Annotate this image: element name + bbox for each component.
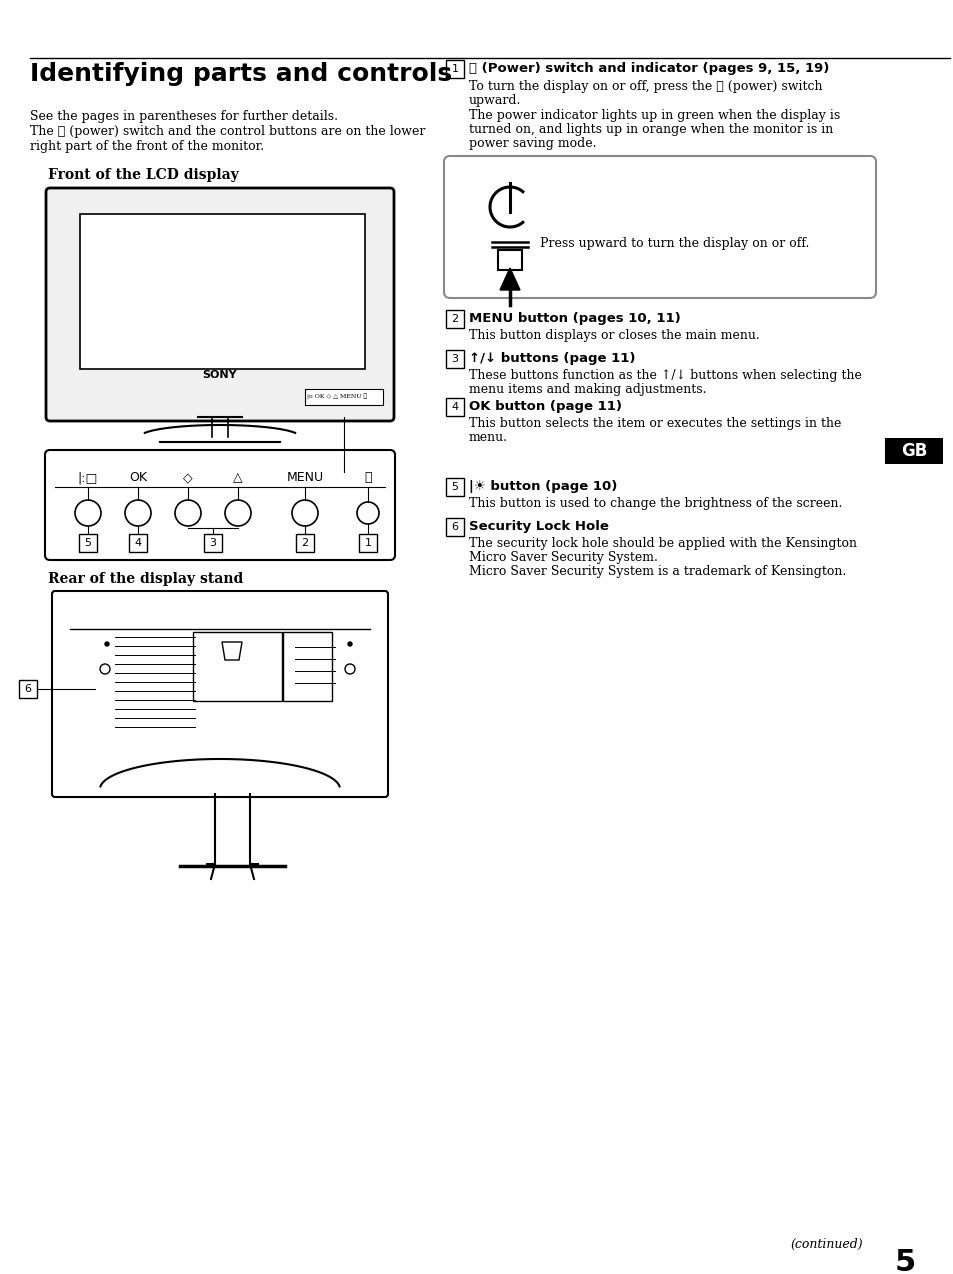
Bar (19, 680, 37, 698)
Bar (295, 534, 314, 552)
Text: turned on, and lights up in orange when the monitor is in: turned on, and lights up in orange when … (469, 124, 832, 136)
Text: ↑/↓ buttons (page 11): ↑/↓ buttons (page 11) (469, 352, 635, 364)
Bar (446, 478, 463, 496)
Bar (358, 534, 376, 552)
Text: 5: 5 (893, 1249, 915, 1274)
Text: 5: 5 (451, 482, 458, 492)
Text: 1: 1 (451, 64, 458, 74)
Circle shape (225, 499, 251, 526)
Text: Press upward to turn the display on or off.: Press upward to turn the display on or o… (539, 237, 808, 250)
Text: (continued): (continued) (789, 1238, 862, 1251)
Text: 1: 1 (364, 538, 371, 548)
Text: ◇: ◇ (183, 471, 193, 484)
Text: 3: 3 (451, 354, 458, 364)
FancyBboxPatch shape (283, 632, 332, 701)
Text: OK button (page 11): OK button (page 11) (469, 400, 621, 413)
Text: Security Lock Hole: Security Lock Hole (469, 520, 608, 533)
Bar (305, 389, 382, 405)
Text: Front of the LCD display: Front of the LCD display (48, 168, 238, 182)
Circle shape (174, 499, 201, 526)
Text: MENU button (pages 10, 11): MENU button (pages 10, 11) (469, 312, 680, 325)
Circle shape (345, 664, 355, 674)
Text: menu.: menu. (469, 431, 507, 445)
Text: 6: 6 (451, 522, 458, 533)
Bar (204, 534, 222, 552)
Bar (446, 397, 463, 417)
Text: 4: 4 (134, 538, 141, 548)
Text: Micro Saver Security System is a trademark of Kensington.: Micro Saver Security System is a tradema… (469, 564, 845, 578)
Bar (80, 214, 365, 369)
Text: The ⏻ (power) switch and the control buttons are on the lower: The ⏻ (power) switch and the control but… (30, 125, 425, 138)
Text: This button selects the item or executes the settings in the: This button selects the item or executes… (469, 417, 841, 431)
Text: See the pages in parentheses for further details.: See the pages in parentheses for further… (30, 110, 337, 124)
Text: Rear of the display stand: Rear of the display stand (48, 572, 243, 586)
Text: |o OK ◇ △ MENU ⏻: |o OK ◇ △ MENU ⏻ (307, 394, 367, 400)
Text: To turn the display on or off, press the ⏻ (power) switch: To turn the display on or off, press the… (469, 80, 821, 93)
Text: |:□: |:□ (78, 471, 98, 484)
Text: 6: 6 (25, 684, 31, 694)
Text: The power indicator lights up in green when the display is: The power indicator lights up in green w… (469, 110, 840, 122)
Text: 4: 4 (451, 403, 458, 412)
Text: power saving mode.: power saving mode. (469, 138, 596, 150)
Text: The security lock hole should be applied with the Kensington: The security lock hole should be applied… (469, 538, 856, 550)
Polygon shape (222, 642, 242, 660)
Bar (446, 519, 463, 536)
Circle shape (125, 499, 151, 526)
Bar (129, 534, 147, 552)
Text: OK: OK (129, 471, 147, 484)
Text: △: △ (233, 471, 243, 484)
Text: 2: 2 (301, 538, 308, 548)
Text: ⏻: ⏻ (364, 471, 372, 484)
Text: 2: 2 (451, 313, 458, 324)
Circle shape (356, 502, 378, 524)
FancyBboxPatch shape (46, 189, 394, 420)
Circle shape (75, 499, 101, 526)
Circle shape (348, 642, 352, 646)
Text: These buttons function as the ↑/↓ buttons when selecting the: These buttons function as the ↑/↓ button… (469, 369, 861, 382)
Text: 5: 5 (85, 538, 91, 548)
FancyBboxPatch shape (45, 450, 395, 561)
Text: 3: 3 (210, 538, 216, 548)
Text: MENU: MENU (286, 471, 323, 484)
Text: Identifying parts and controls: Identifying parts and controls (30, 62, 452, 87)
Text: upward.: upward. (469, 94, 521, 107)
Text: SONY: SONY (202, 369, 237, 380)
Circle shape (105, 642, 109, 646)
FancyBboxPatch shape (443, 155, 875, 298)
Bar (446, 310, 463, 327)
FancyBboxPatch shape (52, 591, 388, 798)
Bar (884, 438, 942, 464)
Bar (79, 534, 97, 552)
Bar (497, 250, 521, 270)
Text: Micro Saver Security System.: Micro Saver Security System. (469, 550, 658, 564)
Text: ⏻ (Power) switch and indicator (pages 9, 15, 19): ⏻ (Power) switch and indicator (pages 9,… (469, 62, 828, 75)
Bar (446, 350, 463, 368)
FancyBboxPatch shape (193, 632, 282, 701)
Polygon shape (499, 268, 519, 290)
Text: menu items and making adjustments.: menu items and making adjustments. (469, 383, 706, 396)
Bar (446, 60, 463, 78)
Text: right part of the front of the monitor.: right part of the front of the monitor. (30, 140, 264, 153)
Text: GB: GB (900, 442, 926, 460)
Text: |☀ button (page 10): |☀ button (page 10) (469, 480, 617, 493)
Circle shape (292, 499, 317, 526)
Circle shape (100, 664, 110, 674)
Text: This button displays or closes the main menu.: This button displays or closes the main … (469, 329, 759, 341)
Text: This button is used to change the brightness of the screen.: This button is used to change the bright… (469, 497, 841, 510)
